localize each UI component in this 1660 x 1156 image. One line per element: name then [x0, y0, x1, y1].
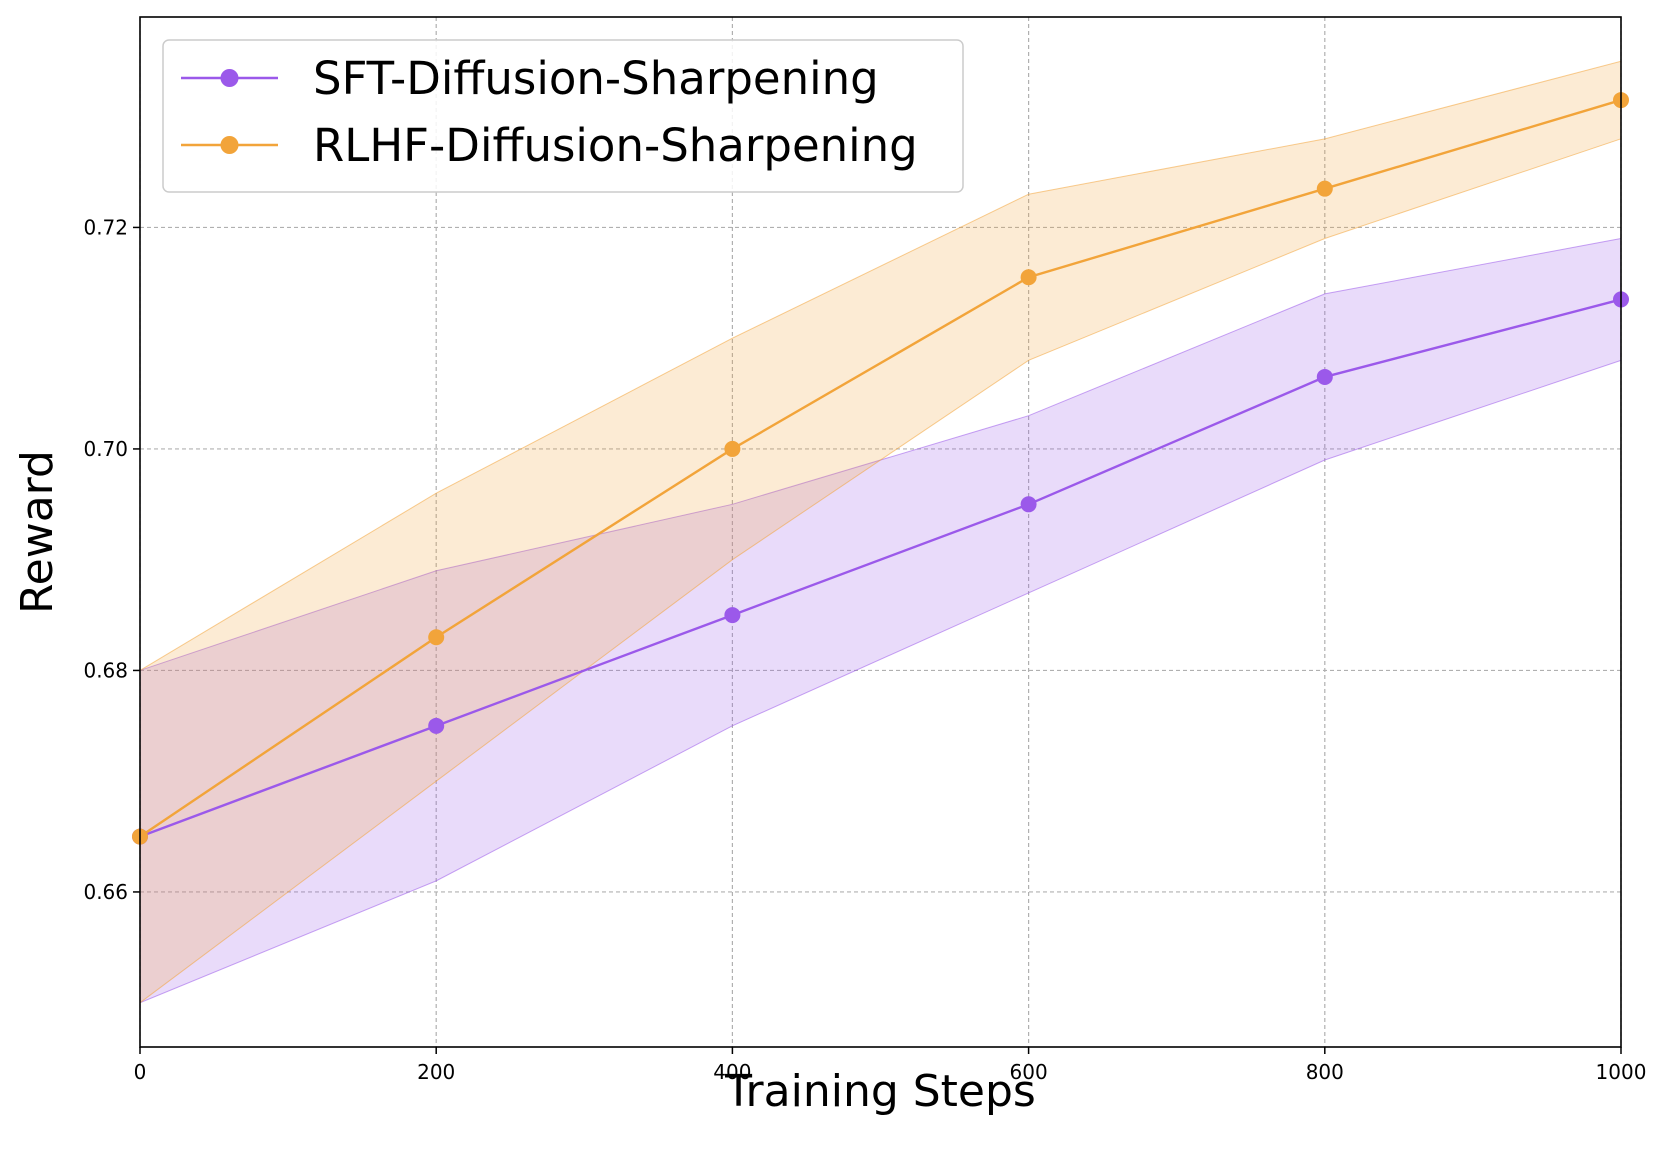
rlhf-legend-label: RLHF-Diffusion-Sharpening — [313, 119, 918, 172]
y-axis-label: Reward — [12, 450, 63, 614]
sft-data-point — [1020, 496, 1037, 513]
x-axis-label: Training Steps — [724, 1066, 1036, 1117]
x-tick-label: 400 — [713, 1060, 751, 1084]
y-ticks: 0.66 0.68 0.70 0.72 — [83, 215, 140, 904]
legend-box — [162, 39, 964, 193]
plot-frame — [139, 16, 1622, 1048]
confidence-bands — [139, 60, 1622, 1004]
sft-series-line — [139, 298, 1622, 838]
x-ticks: 0 200 400 600 800 1000 — [134, 1047, 1647, 1084]
sft-data-point — [724, 607, 741, 624]
y-tick-label: 0.68 — [83, 658, 128, 682]
rlhf-data-point — [428, 629, 445, 646]
rlhf-series-line — [139, 98, 1622, 838]
y-tick-label: 0.72 — [83, 215, 128, 239]
sft-legend-marker — [220, 69, 239, 87]
grid — [139, 17, 1622, 1047]
x-tick-label: 600 — [1010, 1060, 1048, 1084]
series-lines — [139, 98, 1622, 838]
x-tick-label: 0 — [134, 1060, 147, 1084]
legend: SFT-Diffusion-Sharpening RLHF-Diffusion-S… — [162, 39, 964, 193]
sft-data-point — [428, 717, 445, 734]
rlhf-legend-marker — [220, 136, 239, 154]
x-tick-label: 200 — [417, 1060, 455, 1084]
rlhf-data-point — [724, 440, 741, 457]
rlhf-data-point — [1020, 269, 1037, 286]
sft-legend-label: SFT-Diffusion-Sharpening — [313, 52, 879, 105]
x-tick-label: 800 — [1306, 1060, 1344, 1084]
sft-data-point — [1316, 368, 1333, 385]
x-tick-label: 1000 — [1596, 1060, 1647, 1084]
rlhf-data-point — [1316, 180, 1333, 197]
y-tick-label: 0.70 — [83, 437, 128, 461]
y-tick-label: 0.66 — [83, 880, 128, 904]
